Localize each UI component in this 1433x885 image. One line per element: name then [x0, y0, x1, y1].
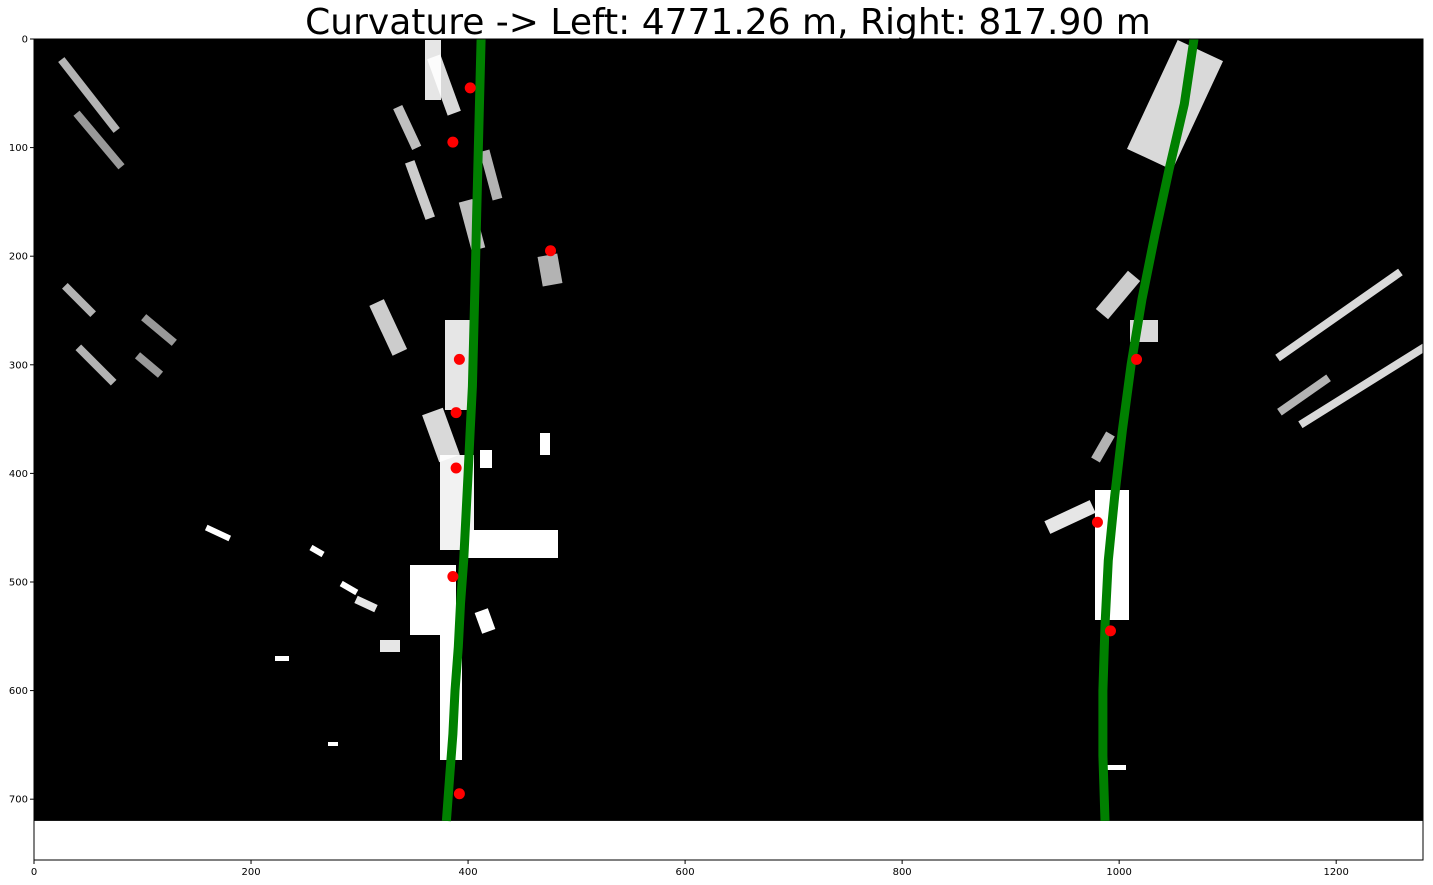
- y-tick-label: 600: [9, 686, 28, 697]
- window-point: [1091, 516, 1103, 528]
- fit-line-1: [1098, 38, 1199, 822]
- lane-fit-lines: [441, 38, 1199, 822]
- x-tick-label: 200: [241, 867, 260, 878]
- window-point: [447, 136, 459, 148]
- y-tick-label: 400: [9, 469, 28, 480]
- x-tick-label: 400: [459, 867, 478, 878]
- x-axis-ticks: 0 200 400 600 800 1000 1200: [31, 860, 1349, 878]
- window-point: [453, 353, 465, 365]
- y-tick-label: 0: [22, 35, 28, 46]
- plot-area: [33, 38, 1430, 861]
- window-point: [1131, 353, 1143, 365]
- window-point: [453, 788, 465, 800]
- x-tick-label: 0: [31, 867, 37, 878]
- window-point: [464, 82, 476, 94]
- window-point: [450, 462, 462, 474]
- y-tick-label: 300: [9, 360, 28, 371]
- window-point: [447, 571, 459, 583]
- y-tick-label: 500: [9, 577, 28, 588]
- x-tick-label: 1200: [1323, 867, 1348, 878]
- y-tick-label: 700: [9, 795, 28, 806]
- y-tick-label: 200: [9, 252, 28, 263]
- y-axis-ticks: 0 100 200 300 400 500 600 700: [9, 35, 34, 806]
- window-centers: [447, 82, 1143, 800]
- binary-image-background: [34, 39, 1423, 821]
- axes-frame: [33, 38, 1424, 861]
- y-tick-label: 100: [9, 143, 28, 154]
- x-tick-label: 1000: [1106, 867, 1131, 878]
- x-tick-label: 600: [676, 867, 695, 878]
- window-point: [1104, 625, 1116, 637]
- chart-title: Curvature -> Left: 4771.26 m, Right: 817…: [305, 2, 1151, 43]
- window-point: [450, 407, 462, 419]
- window-point: [545, 245, 557, 257]
- x-tick-label: 800: [893, 867, 912, 878]
- fit-line-0: [441, 38, 486, 822]
